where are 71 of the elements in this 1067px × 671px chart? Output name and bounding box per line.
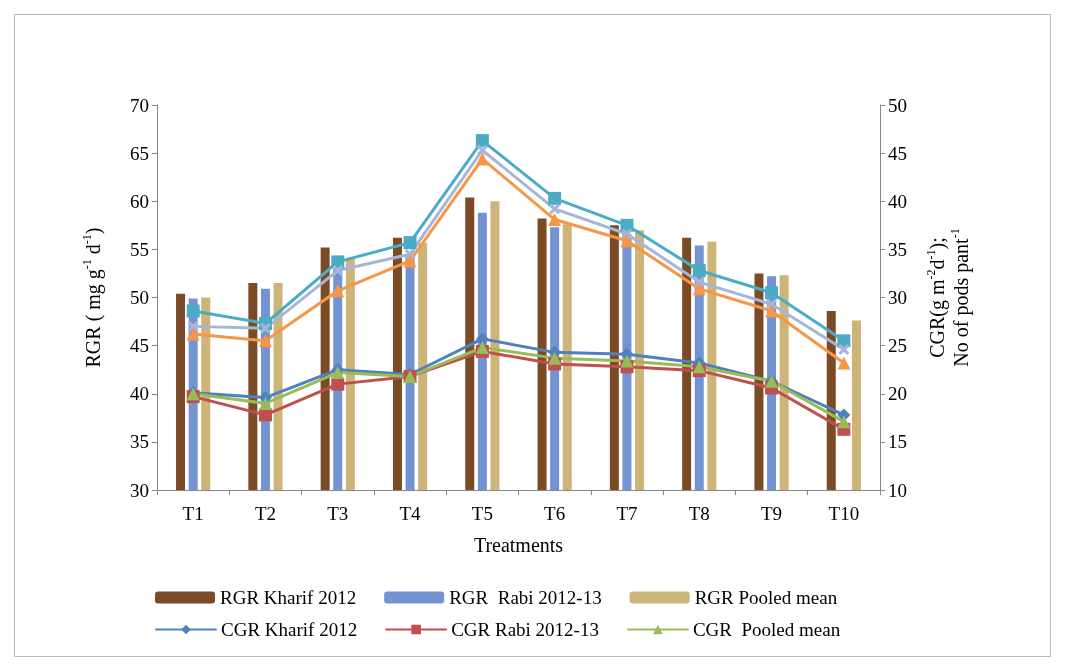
x-tick-label: T7 [616,503,638,524]
point [692,282,706,296]
point [331,284,345,298]
point [837,334,851,348]
point [549,203,561,215]
point [475,332,489,346]
point [693,276,705,288]
legend-label: CGR Kharif 2012 [221,619,358,640]
point [766,298,778,310]
point [186,304,200,318]
y-tick-label: 50 [130,287,149,308]
point [620,234,634,248]
point [186,327,200,341]
y2-tick-label: 15 [888,431,907,453]
y2-tick-label: 50 [888,94,907,116]
point [838,343,850,355]
y2-tick-label: 20 [888,383,907,405]
x-tick-label: T2 [254,503,276,524]
point [258,334,272,348]
point [765,304,779,318]
x-tick-label: T4 [399,503,422,524]
y2-tick-label: 10 [888,479,907,501]
x-axis-title: Treatments [473,534,564,556]
y-tick-label: 45 [130,335,149,357]
y2-tick-label: 35 [888,238,907,260]
point [331,377,345,391]
x-tick-label: T9 [761,503,783,524]
x-tick-label: T3 [327,503,349,524]
legend-label: CGR Pooled mean [692,619,841,640]
point [331,255,345,269]
point [620,354,634,368]
point [548,191,562,205]
point [837,356,851,370]
y2-tick-label: 40 [888,190,907,212]
point [403,236,417,250]
x-tick-label: T10 [828,503,860,524]
point [621,228,633,240]
y-tick-label: 70 [130,94,149,116]
point [332,265,344,277]
legend-label: RGR Pooled mean [694,587,838,608]
point [403,254,417,268]
point [475,152,489,166]
legend-label: RGR Kharif 2012 [220,587,357,608]
point [548,351,562,365]
legend-label: CGR Rabi 2012-13 [451,619,599,640]
y-tick-label: 35 [130,431,149,453]
point [837,415,851,429]
legend-label: RGR Rabi 2012-13 [449,587,602,608]
y2-tick-label: 45 [888,142,907,164]
x-tick-label: T6 [544,503,566,524]
y-axis-title: RGR ( mg g-1 d-1) [80,227,105,368]
point [259,322,271,334]
y-tick-label: 40 [130,383,149,405]
y2-tick-label: 30 [888,287,907,308]
y2-tick-label: 25 [888,335,907,357]
point [475,134,489,148]
point [548,213,562,227]
point [187,320,199,332]
y-tick-label: 55 [130,238,149,260]
x-tick-label: T5 [471,503,493,524]
point [404,248,416,260]
point [692,264,706,278]
point [692,360,706,374]
x-tick-label: T8 [688,503,710,524]
x-tick-label: T1 [182,503,204,524]
point [258,396,272,410]
point [476,144,488,156]
y-tick-label: 65 [130,142,149,164]
y-tick-label: 30 [130,479,149,501]
point [765,286,779,300]
y-tick-label: 60 [130,190,149,212]
